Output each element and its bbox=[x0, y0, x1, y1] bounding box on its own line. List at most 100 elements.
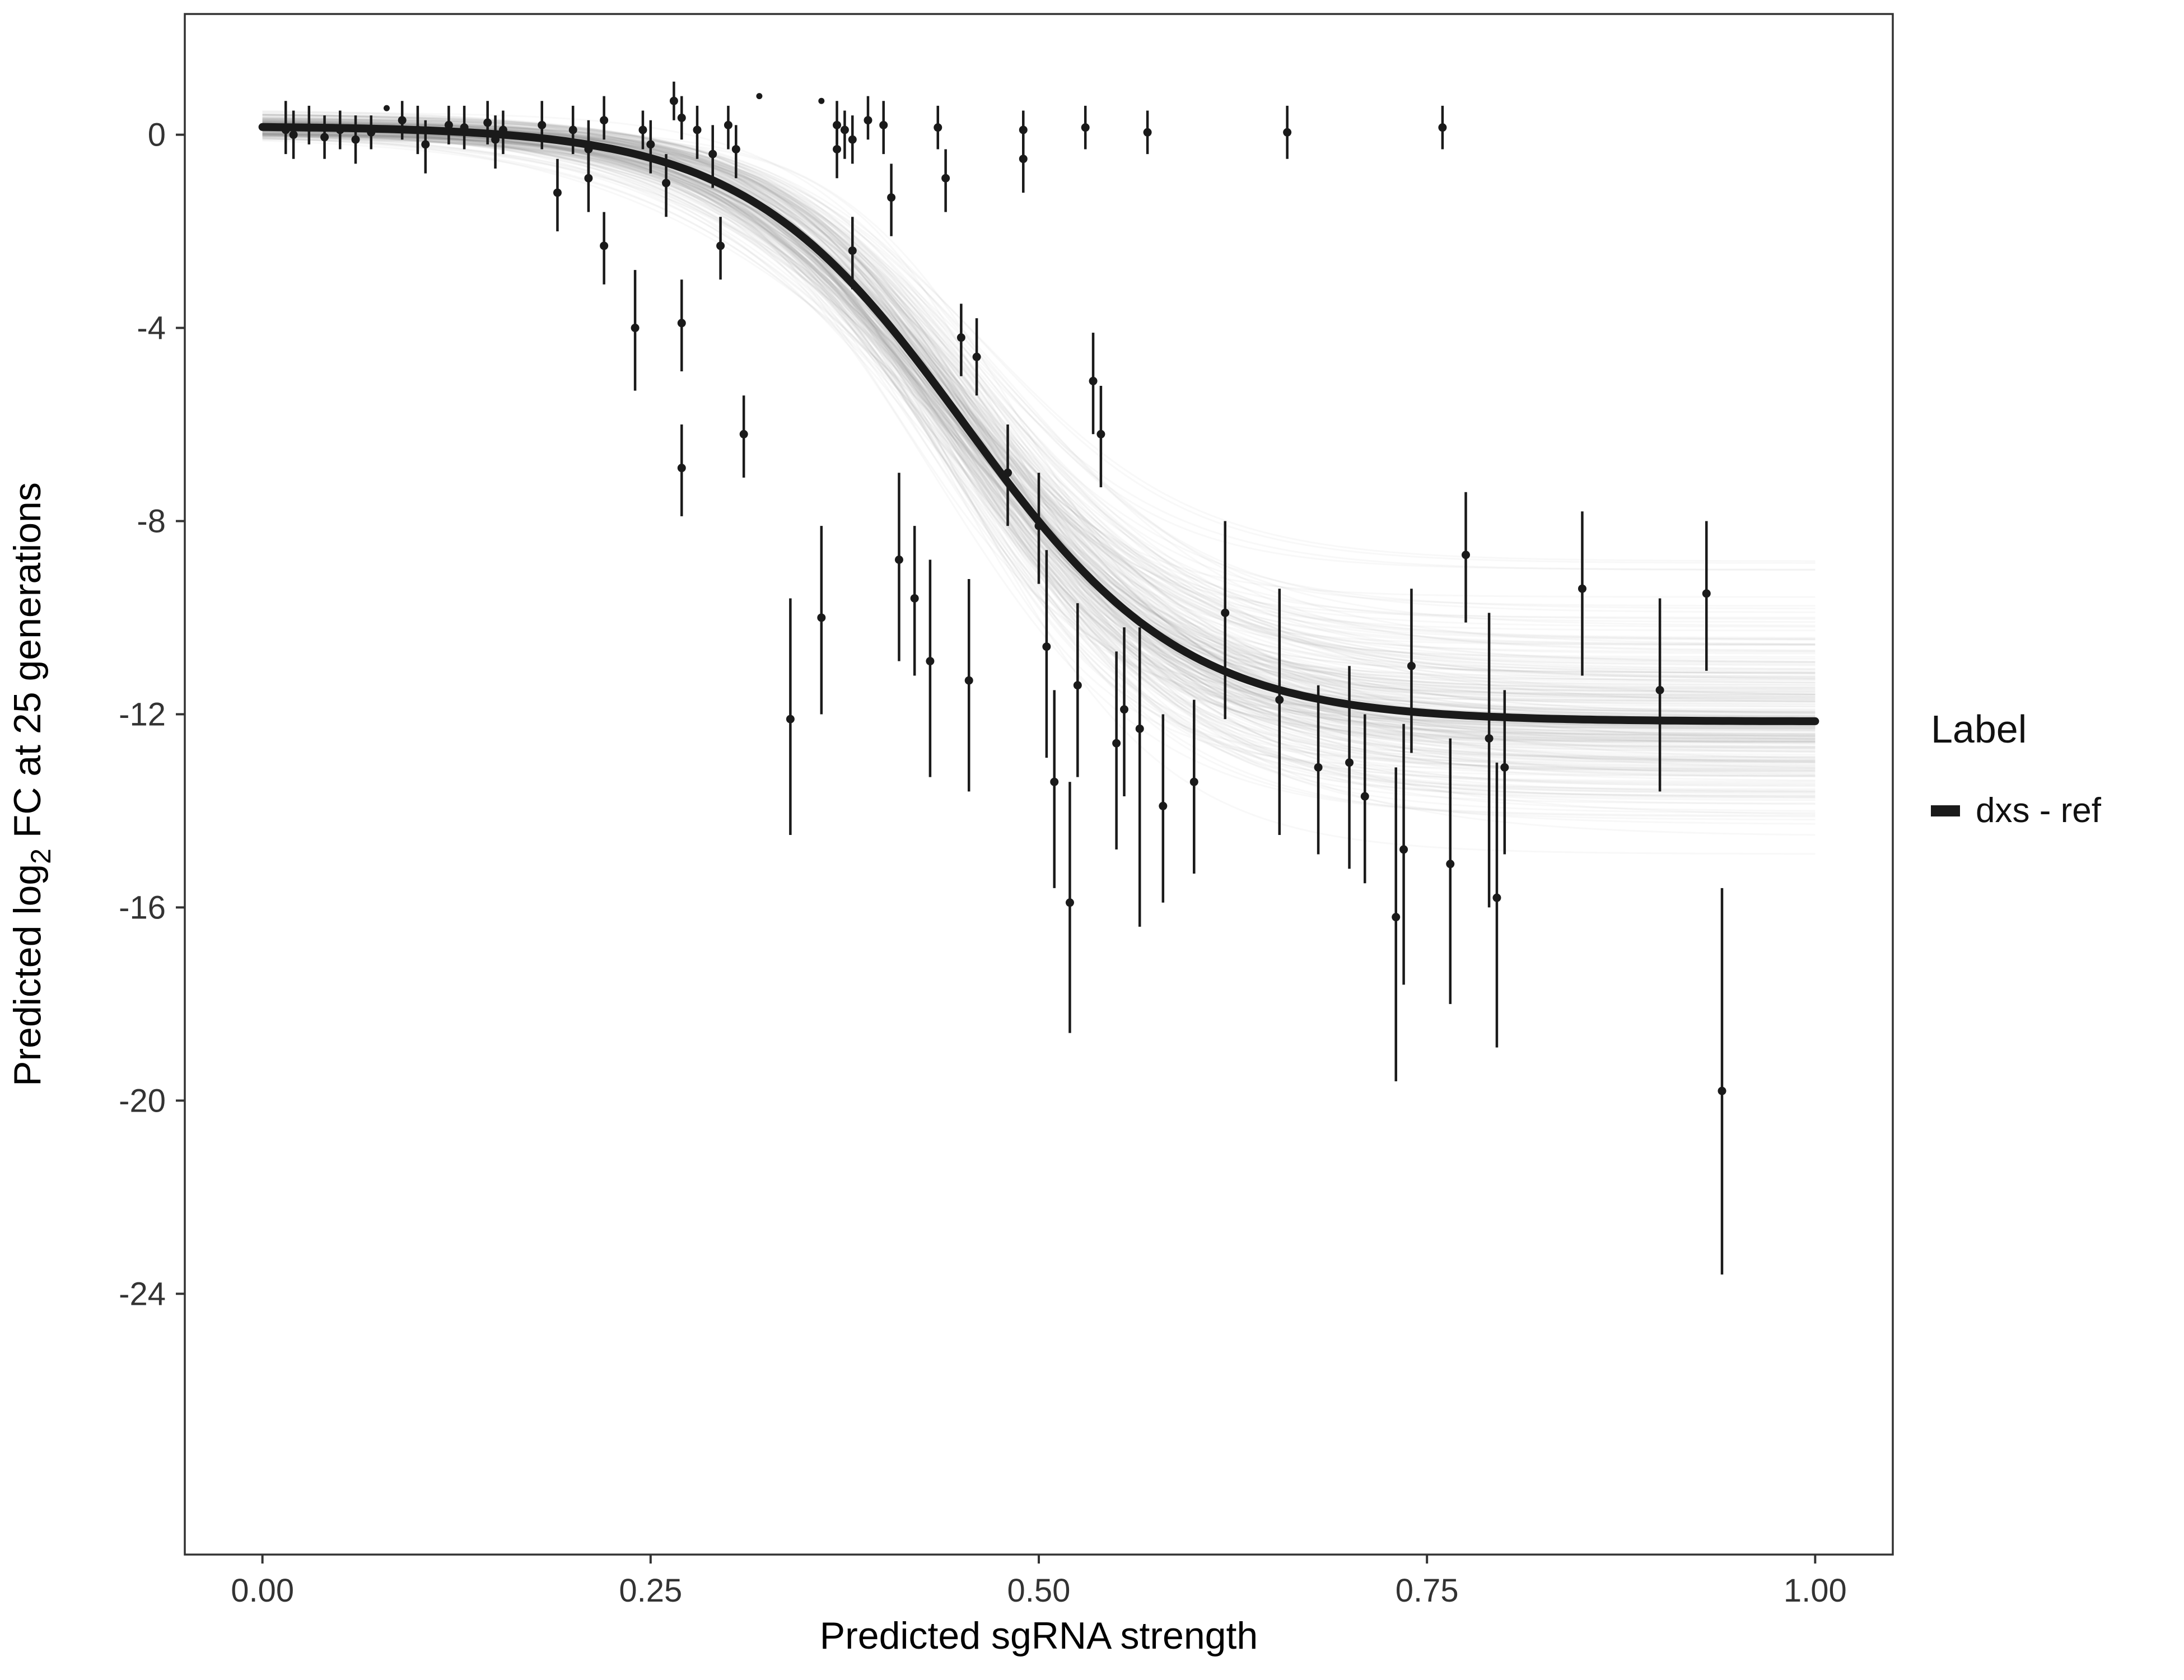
data-point bbox=[421, 140, 430, 149]
data-point bbox=[910, 594, 919, 603]
y-tick-label: -8 bbox=[137, 503, 166, 540]
data-point bbox=[1485, 734, 1494, 743]
ensemble-curve bbox=[262, 129, 1816, 821]
data-point bbox=[631, 324, 640, 333]
data-points bbox=[281, 81, 1726, 1275]
data-point bbox=[320, 133, 329, 142]
ensemble-curve bbox=[262, 128, 1816, 818]
data-point bbox=[553, 188, 562, 197]
ensemble-curve bbox=[262, 129, 1816, 703]
data-point bbox=[568, 125, 577, 134]
data-point bbox=[840, 125, 849, 134]
data-point bbox=[848, 246, 857, 255]
y-tick-label: -24 bbox=[119, 1276, 166, 1312]
x-tick-label: 0.50 bbox=[1007, 1572, 1071, 1609]
data-point bbox=[708, 150, 717, 158]
ensemble-curve bbox=[262, 122, 1816, 613]
ensemble-curve bbox=[262, 118, 1816, 640]
data-point bbox=[1096, 430, 1105, 438]
ensemble-curve bbox=[262, 127, 1816, 607]
y-tick-label: -20 bbox=[119, 1082, 166, 1119]
data-point bbox=[731, 144, 740, 153]
data-point bbox=[367, 128, 376, 137]
ensemble-curve bbox=[262, 116, 1816, 639]
data-point bbox=[716, 241, 725, 250]
x-tick-label: 0.25 bbox=[619, 1572, 682, 1609]
data-point bbox=[864, 116, 872, 125]
ensemble-curve bbox=[262, 119, 1816, 777]
data-point bbox=[1112, 739, 1121, 748]
data-point bbox=[1655, 685, 1664, 694]
ensemble-curve bbox=[262, 118, 1816, 763]
data-point bbox=[1407, 661, 1416, 670]
data-point bbox=[833, 144, 842, 153]
data-point bbox=[1034, 521, 1043, 530]
data-point bbox=[756, 93, 763, 100]
data-point bbox=[818, 97, 825, 104]
data-point bbox=[413, 125, 422, 134]
y-tick-label: -12 bbox=[119, 696, 166, 732]
data-point bbox=[538, 120, 547, 129]
data-point bbox=[1702, 589, 1711, 598]
data-point bbox=[677, 464, 686, 473]
data-point bbox=[1275, 696, 1284, 704]
data-point bbox=[894, 555, 903, 564]
data-point bbox=[1143, 128, 1152, 137]
ensemble-curve bbox=[262, 120, 1816, 702]
ensemble-curve bbox=[262, 128, 1816, 777]
data-point bbox=[281, 125, 290, 134]
y-axis-title: Predicted log2 FC at 25 generations bbox=[6, 482, 57, 1086]
data-point bbox=[305, 123, 314, 132]
data-point bbox=[600, 241, 609, 250]
ensemble-curve bbox=[262, 121, 1816, 855]
data-point bbox=[1050, 777, 1059, 786]
data-point bbox=[460, 123, 469, 132]
x-tick-label: 1.00 bbox=[1784, 1572, 1847, 1609]
ensemble-curve bbox=[262, 122, 1816, 646]
data-point bbox=[1004, 468, 1012, 477]
y-tick-label: -16 bbox=[119, 889, 166, 926]
y-tick-label: 0 bbox=[148, 117, 166, 153]
data-point bbox=[335, 125, 344, 134]
data-point bbox=[1283, 128, 1292, 137]
legend-item-label: dxs - ref bbox=[1976, 791, 2101, 830]
data-point bbox=[646, 140, 655, 149]
data-point bbox=[1065, 898, 1074, 907]
data-point bbox=[739, 430, 748, 438]
ensemble-curve bbox=[262, 117, 1816, 663]
data-point bbox=[669, 96, 678, 105]
ensemble-curve bbox=[262, 111, 1816, 571]
ensemble-curve bbox=[262, 132, 1816, 670]
data-point bbox=[1314, 763, 1323, 772]
legend-item-dxs-ref: dxs - ref bbox=[1931, 791, 2101, 830]
ensemble-curve bbox=[262, 114, 1816, 662]
data-point bbox=[491, 135, 500, 144]
data-point bbox=[1042, 642, 1051, 651]
ensemble-curve bbox=[262, 123, 1816, 564]
legend-line-key-icon bbox=[1931, 805, 1960, 816]
data-point bbox=[887, 193, 896, 202]
data-point bbox=[1399, 845, 1408, 854]
ensemble-curve bbox=[262, 113, 1816, 680]
data-point bbox=[444, 120, 453, 129]
data-point bbox=[786, 715, 795, 724]
data-point bbox=[498, 125, 507, 134]
legend: Label dxs - ref bbox=[1931, 707, 2101, 830]
ensemble-curve bbox=[262, 123, 1816, 627]
ensemble-curve bbox=[262, 118, 1816, 684]
data-point bbox=[1446, 860, 1455, 869]
x-tick-label: 0.75 bbox=[1396, 1572, 1459, 1609]
data-point bbox=[1019, 125, 1028, 134]
data-point bbox=[1500, 763, 1509, 772]
data-point bbox=[972, 352, 981, 361]
data-point bbox=[1578, 584, 1586, 593]
data-point bbox=[1073, 681, 1082, 690]
data-point bbox=[1438, 123, 1447, 132]
data-point bbox=[1189, 777, 1198, 786]
data-point bbox=[600, 116, 609, 125]
data-point bbox=[1392, 913, 1401, 922]
data-point bbox=[398, 116, 407, 125]
data-point bbox=[1718, 1086, 1726, 1095]
